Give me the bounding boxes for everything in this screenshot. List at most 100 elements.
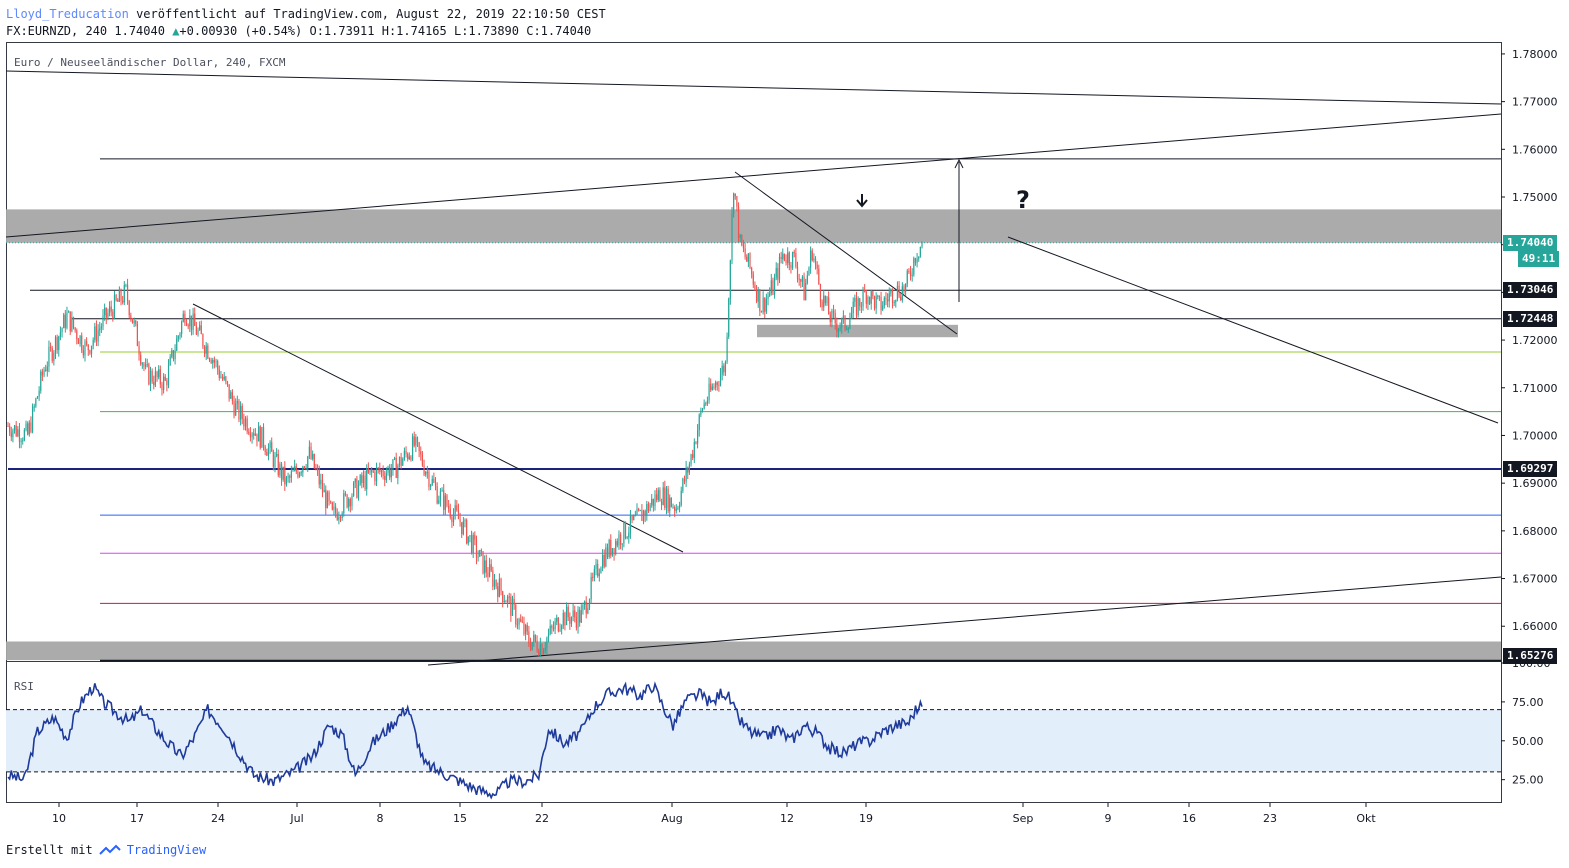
candle xyxy=(225,376,227,382)
candle xyxy=(100,326,102,329)
candle xyxy=(395,457,397,478)
candle xyxy=(126,284,129,302)
candle xyxy=(495,579,497,587)
candle xyxy=(749,253,751,268)
candle xyxy=(565,606,568,626)
candle xyxy=(159,369,161,385)
candle xyxy=(27,423,29,435)
trend-line xyxy=(734,171,958,335)
candle xyxy=(559,629,561,632)
candle xyxy=(261,427,263,448)
candle xyxy=(7,425,9,427)
candle xyxy=(464,519,466,522)
candle xyxy=(642,510,645,521)
x-tick-label: 10 xyxy=(52,812,66,825)
candle xyxy=(321,479,324,493)
candle xyxy=(262,427,265,447)
candle xyxy=(336,513,338,520)
candle xyxy=(603,554,605,567)
trend-line xyxy=(427,576,1502,666)
candle xyxy=(161,384,163,391)
candle xyxy=(913,258,915,275)
candle xyxy=(269,442,271,448)
candle xyxy=(294,466,296,471)
candle xyxy=(469,535,471,537)
candle xyxy=(259,426,261,448)
candle xyxy=(541,644,543,655)
candle xyxy=(890,289,892,294)
candle xyxy=(125,284,127,286)
candle xyxy=(644,510,646,516)
candle xyxy=(733,193,735,214)
candle xyxy=(326,492,329,509)
candle xyxy=(195,325,197,335)
candle xyxy=(506,596,509,603)
candle xyxy=(824,295,826,304)
candle xyxy=(462,521,464,535)
candle xyxy=(362,475,365,483)
candle xyxy=(536,640,538,651)
candle xyxy=(38,390,40,397)
candle xyxy=(901,286,903,301)
chart-title: Euro / Neuseeländischer Dollar, 240, FXC… xyxy=(14,56,286,69)
candle xyxy=(158,369,160,378)
candle xyxy=(143,363,145,367)
trend-line xyxy=(1007,236,1499,424)
candle xyxy=(595,563,597,569)
candle xyxy=(12,430,14,438)
candle xyxy=(205,345,207,354)
candle xyxy=(17,429,19,436)
x-tick-label: 19 xyxy=(859,812,873,825)
candle xyxy=(801,276,804,282)
author-link[interactable]: Lloyd_Treducation xyxy=(6,7,129,21)
candle xyxy=(788,252,790,266)
candle xyxy=(698,414,700,431)
candle xyxy=(441,490,443,492)
price-tag-countdown: 49:11 xyxy=(1518,251,1560,268)
candle xyxy=(818,268,820,285)
candle xyxy=(87,344,89,351)
candle xyxy=(112,311,114,319)
candle xyxy=(115,295,117,301)
candle xyxy=(472,534,474,554)
candle xyxy=(528,631,530,644)
candle xyxy=(169,356,171,366)
candle xyxy=(312,454,314,459)
y-tick-label: 1.75000 xyxy=(1512,191,1558,204)
candle xyxy=(320,479,322,485)
candle xyxy=(174,350,176,360)
support-resistance-zone xyxy=(757,324,958,338)
candle xyxy=(475,539,478,558)
candle xyxy=(279,464,281,476)
candle xyxy=(302,466,304,473)
footer-brand[interactable]: TradingView xyxy=(126,843,207,857)
candle xyxy=(349,499,351,507)
candle xyxy=(877,295,879,297)
x-tick-label: 9 xyxy=(1105,812,1112,825)
candle xyxy=(790,265,792,268)
candle xyxy=(192,313,194,330)
candle xyxy=(367,468,369,473)
candle xyxy=(375,467,378,482)
candle xyxy=(864,289,866,292)
candle xyxy=(421,454,424,466)
candle xyxy=(285,477,288,485)
candle xyxy=(850,313,853,319)
candle xyxy=(588,599,591,609)
candle xyxy=(31,406,34,432)
candle xyxy=(808,267,810,276)
candle xyxy=(831,310,833,323)
candle xyxy=(855,297,858,316)
symbol-info: FX:EURNZD, 240 1.74040 xyxy=(6,24,165,38)
candle xyxy=(525,625,527,635)
candle xyxy=(138,346,140,355)
candle xyxy=(549,625,551,634)
candle xyxy=(605,547,607,567)
candle xyxy=(287,476,289,478)
candle xyxy=(338,516,340,520)
candle xyxy=(577,609,579,628)
candle xyxy=(10,432,12,438)
candle xyxy=(891,289,894,303)
candle xyxy=(657,490,659,500)
